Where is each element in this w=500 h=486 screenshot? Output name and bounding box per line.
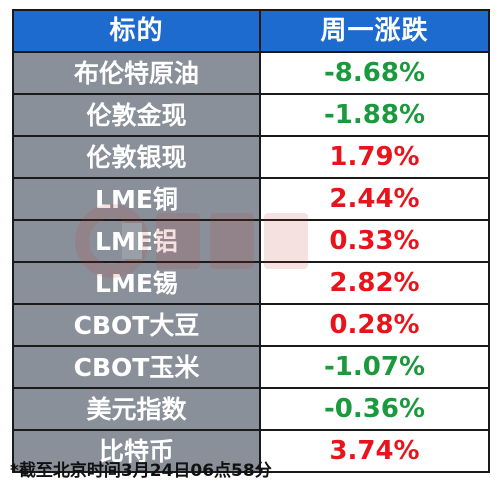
asset-name: LME铜 <box>12 177 261 221</box>
table-row: LME铜 2.44% <box>12 177 490 221</box>
asset-name: 伦敦金现 <box>12 93 261 137</box>
asset-name: LME锡 <box>12 261 261 305</box>
table-row: 比特币 3.74% <box>12 429 490 473</box>
asset-name: 布伦特原油 <box>12 51 261 95</box>
asset-change: 0.28% <box>259 303 490 347</box>
header-row: 标的 周一涨跌 <box>12 9 490 53</box>
asset-name: LME铝 <box>12 219 261 263</box>
table-row: 伦敦银现 1.79% <box>12 135 490 179</box>
asset-change: -0.36% <box>259 387 490 431</box>
market-table-container: 标的 周一涨跌 布伦特原油 -8.68% 伦敦金现 -1.88% 伦敦银现 1.… <box>12 9 490 473</box>
asset-name: CBOT大豆 <box>12 303 261 347</box>
footnote: *截至北京时间3月24日06点58分 <box>10 461 272 481</box>
header-asset: 标的 <box>12 9 261 53</box>
asset-name: CBOT玉米 <box>12 345 261 389</box>
asset-change: 1.79% <box>259 135 490 179</box>
table-row: CBOT玉米 -1.07% <box>12 345 490 389</box>
table-row: 伦敦金现 -1.88% <box>12 93 490 137</box>
market-change-table: 标的 周一涨跌 布伦特原油 -8.68% 伦敦金现 -1.88% 伦敦银现 1.… <box>12 9 490 473</box>
asset-change: -1.88% <box>259 93 490 137</box>
table-row: 布伦特原油 -8.68% <box>12 51 490 95</box>
asset-name: 伦敦银现 <box>12 135 261 179</box>
asset-change: 0.33% <box>259 219 490 263</box>
asset-change: 3.74% <box>259 429 490 473</box>
asset-change: -8.68% <box>259 51 490 95</box>
header-change: 周一涨跌 <box>259 9 490 53</box>
asset-change: 2.44% <box>259 177 490 221</box>
table-body: 布伦特原油 -8.68% 伦敦金现 -1.88% 伦敦银现 1.79% LME铜… <box>12 51 490 473</box>
asset-change: -1.07% <box>259 345 490 389</box>
asset-name: 比特币 <box>12 429 261 473</box>
asset-name: 美元指数 <box>12 387 261 431</box>
table-row: LME铝 0.33% <box>12 219 490 263</box>
table-row: 美元指数 -0.36% <box>12 387 490 431</box>
table-row: CBOT大豆 0.28% <box>12 303 490 347</box>
table-row: LME锡 2.82% <box>12 261 490 305</box>
asset-change: 2.82% <box>259 261 490 305</box>
table-header: 标的 周一涨跌 <box>12 9 490 53</box>
